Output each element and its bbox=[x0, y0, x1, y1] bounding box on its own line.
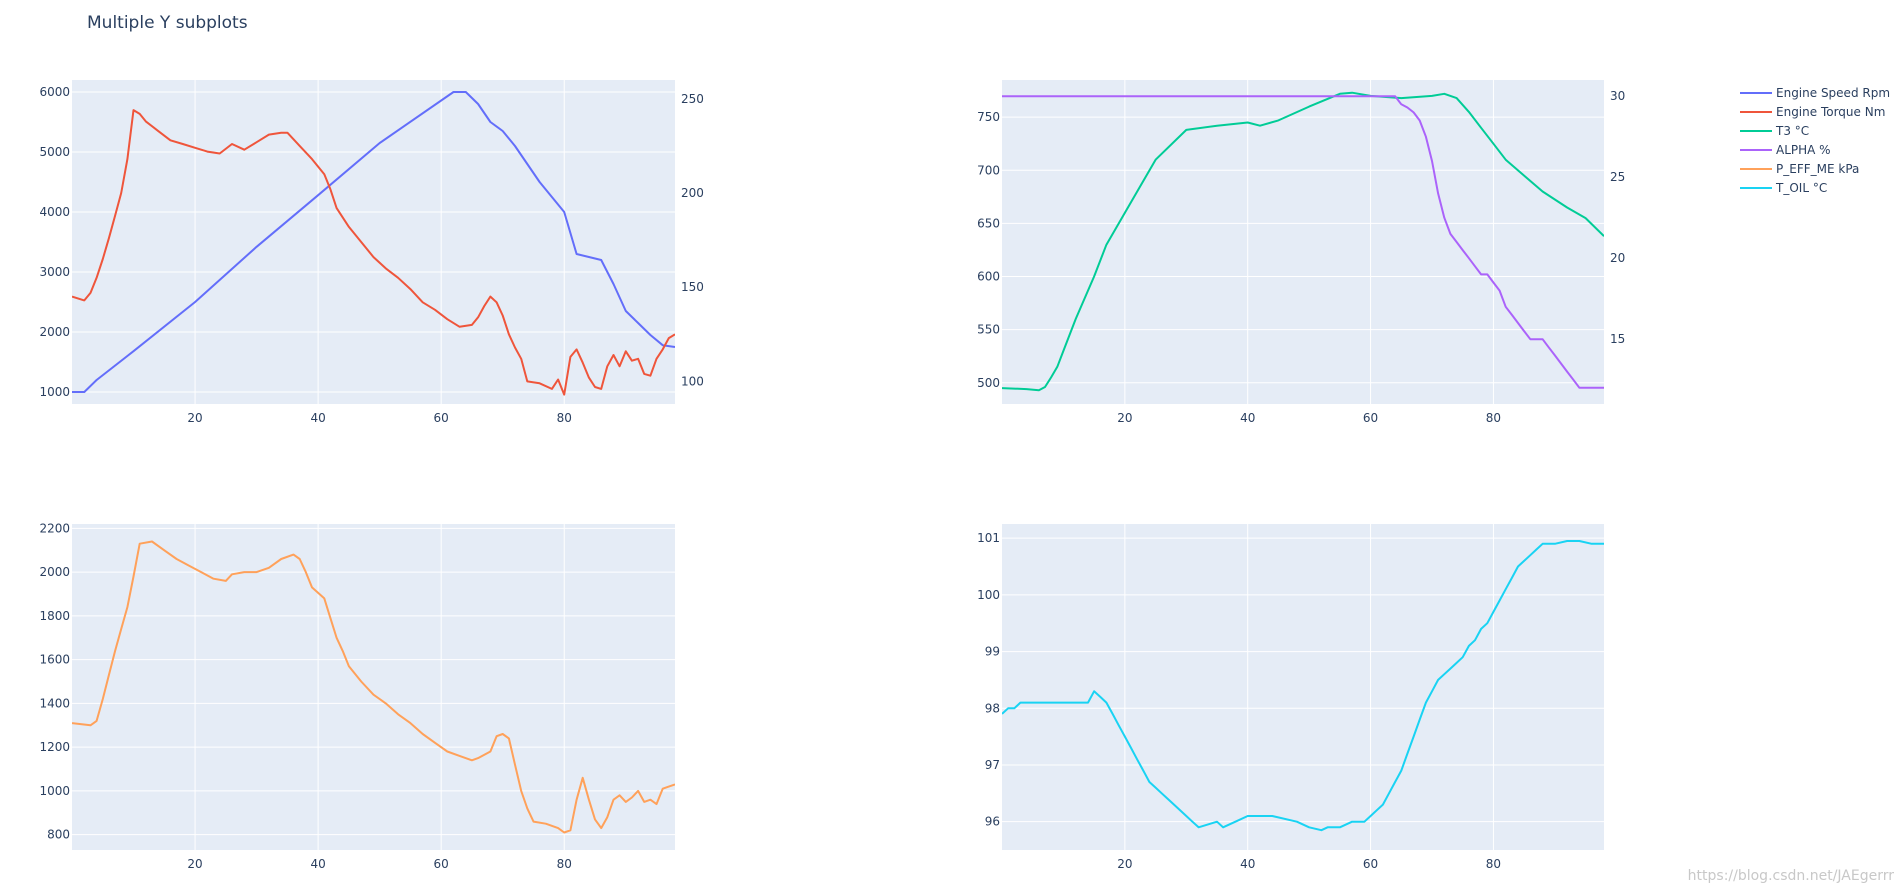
legend-label: T3 °C bbox=[1775, 124, 1809, 138]
legend-label: T_OIL °C bbox=[1775, 181, 1827, 195]
legend-item[interactable]: Engine Torque Nm bbox=[1740, 105, 1885, 119]
y-tick-label: 750 bbox=[977, 110, 1000, 124]
x-tick-label: 60 bbox=[1363, 857, 1378, 871]
y-tick-label: 1600 bbox=[39, 653, 70, 667]
y-tick-label: 98 bbox=[985, 701, 1000, 715]
y-tick-label: 100 bbox=[977, 588, 1000, 602]
y2-tick-label: 150 bbox=[681, 280, 704, 294]
plot-background bbox=[72, 524, 675, 850]
y-tick-label: 99 bbox=[985, 645, 1000, 659]
subplot-top-right: 20 40 60 80 500 550 600 650 700 750 15 20 25 30 bbox=[977, 80, 1625, 425]
y-tick-label: 1000 bbox=[39, 385, 70, 399]
y-tick-label: 800 bbox=[47, 828, 70, 842]
legend-label: Engine Speed Rpm bbox=[1776, 86, 1890, 100]
x-tick-label: 40 bbox=[310, 411, 325, 425]
y-tick-label: 1800 bbox=[39, 609, 70, 623]
watermark: https://blog.csdn.net/JAEgerrr bbox=[1688, 868, 1895, 884]
y-tick-label: 700 bbox=[977, 163, 1000, 177]
series-line-alpha[interactable] bbox=[1002, 95, 1604, 389]
y-tick-label: 550 bbox=[977, 323, 1000, 337]
x-tick-label: 80 bbox=[557, 411, 572, 425]
legend-item[interactable]: ALPHA % bbox=[1740, 143, 1831, 157]
legend-label: ALPHA % bbox=[1776, 143, 1831, 157]
x-tick-label: 20 bbox=[1117, 857, 1132, 871]
y-tick-label: 3000 bbox=[39, 265, 70, 279]
series-line-engine-torque-nm[interactable] bbox=[72, 109, 675, 396]
x-tick-label: 20 bbox=[187, 857, 202, 871]
y2-tick-label: 25 bbox=[1610, 170, 1625, 184]
series-line-p-eff-me-kpa[interactable] bbox=[72, 540, 675, 834]
x-tick-label: 80 bbox=[1486, 411, 1501, 425]
legend-item[interactable]: T3 °C bbox=[1740, 124, 1809, 138]
x-tick-label: 60 bbox=[434, 411, 449, 425]
y-tick-label: 500 bbox=[977, 376, 1000, 390]
y2-tick-label: 250 bbox=[681, 92, 704, 106]
y2-tick-label: 30 bbox=[1610, 89, 1625, 103]
subplot-panels: 20 40 60 80 1000 2000 3000 4000 5000 6000 100 150 20… bbox=[39, 80, 1625, 871]
y2-tick-label: 15 bbox=[1610, 332, 1625, 346]
legend-item[interactable]: T_OIL °C bbox=[1740, 181, 1827, 195]
y-tick-label: 600 bbox=[977, 270, 1000, 284]
legend-label: P_EFF_ME kPa bbox=[1776, 162, 1859, 176]
y-tick-label: 1200 bbox=[39, 740, 70, 754]
subplot-top-left: 20 40 60 80 1000 2000 3000 4000 5000 6000 100 150 20… bbox=[39, 80, 704, 425]
x-tick-label: 60 bbox=[434, 857, 449, 871]
y-tick-label: 5000 bbox=[39, 145, 70, 159]
legend-item[interactable]: Engine Speed Rpm bbox=[1740, 86, 1890, 100]
y-tick-label: 1000 bbox=[39, 784, 70, 798]
y-tick-label: 96 bbox=[985, 815, 1000, 829]
subplot-bottom-left: 20 40 60 80 800 1000 1200 1400 1600 1800 2000 2200 bbox=[39, 521, 675, 871]
y-tick-label: 97 bbox=[985, 758, 1000, 772]
y-tick-label: 2000 bbox=[39, 325, 70, 339]
plot-background bbox=[1002, 524, 1604, 850]
y-tick-label: 2000 bbox=[39, 565, 70, 579]
legend-label: Engine Torque Nm bbox=[1776, 105, 1885, 119]
series-line-t3-c[interactable] bbox=[1002, 91, 1604, 392]
x-tick-label: 40 bbox=[1240, 857, 1255, 871]
legend[interactable]: Engine Speed Rpm Engine Torque Nm T3 °C ALP… bbox=[1740, 86, 1890, 195]
y-tick-label: 6000 bbox=[39, 85, 70, 99]
y-tick-label: 650 bbox=[977, 216, 1000, 230]
x-tick-label: 20 bbox=[1117, 411, 1132, 425]
x-tick-label: 20 bbox=[187, 411, 202, 425]
y-tick-label: 4000 bbox=[39, 205, 70, 219]
series-line-engine-speed-rpm[interactable] bbox=[72, 91, 675, 393]
x-tick-label: 40 bbox=[1240, 411, 1255, 425]
plot-background bbox=[1002, 80, 1604, 404]
series-line-t-oil-c[interactable] bbox=[1002, 540, 1604, 832]
x-tick-label: 80 bbox=[557, 857, 572, 871]
x-tick-label: 80 bbox=[1486, 857, 1501, 871]
subplot-bottom-right: 20 40 60 80 96 97 98 99 100 101 bbox=[977, 524, 1604, 871]
y2-tick-label: 20 bbox=[1610, 251, 1625, 265]
plot-background bbox=[72, 80, 675, 404]
legend-item[interactable]: P_EFF_ME kPa bbox=[1740, 162, 1859, 176]
y2-tick-label: 100 bbox=[681, 374, 704, 388]
x-tick-label: 40 bbox=[310, 857, 325, 871]
x-tick-label: 60 bbox=[1363, 411, 1378, 425]
y2-tick-label: 200 bbox=[681, 186, 704, 200]
y-tick-label: 2200 bbox=[39, 521, 70, 535]
y-tick-label: 101 bbox=[977, 531, 1000, 545]
y-tick-label: 1400 bbox=[39, 696, 70, 710]
figure-title: Multiple Y subplots bbox=[87, 13, 248, 33]
